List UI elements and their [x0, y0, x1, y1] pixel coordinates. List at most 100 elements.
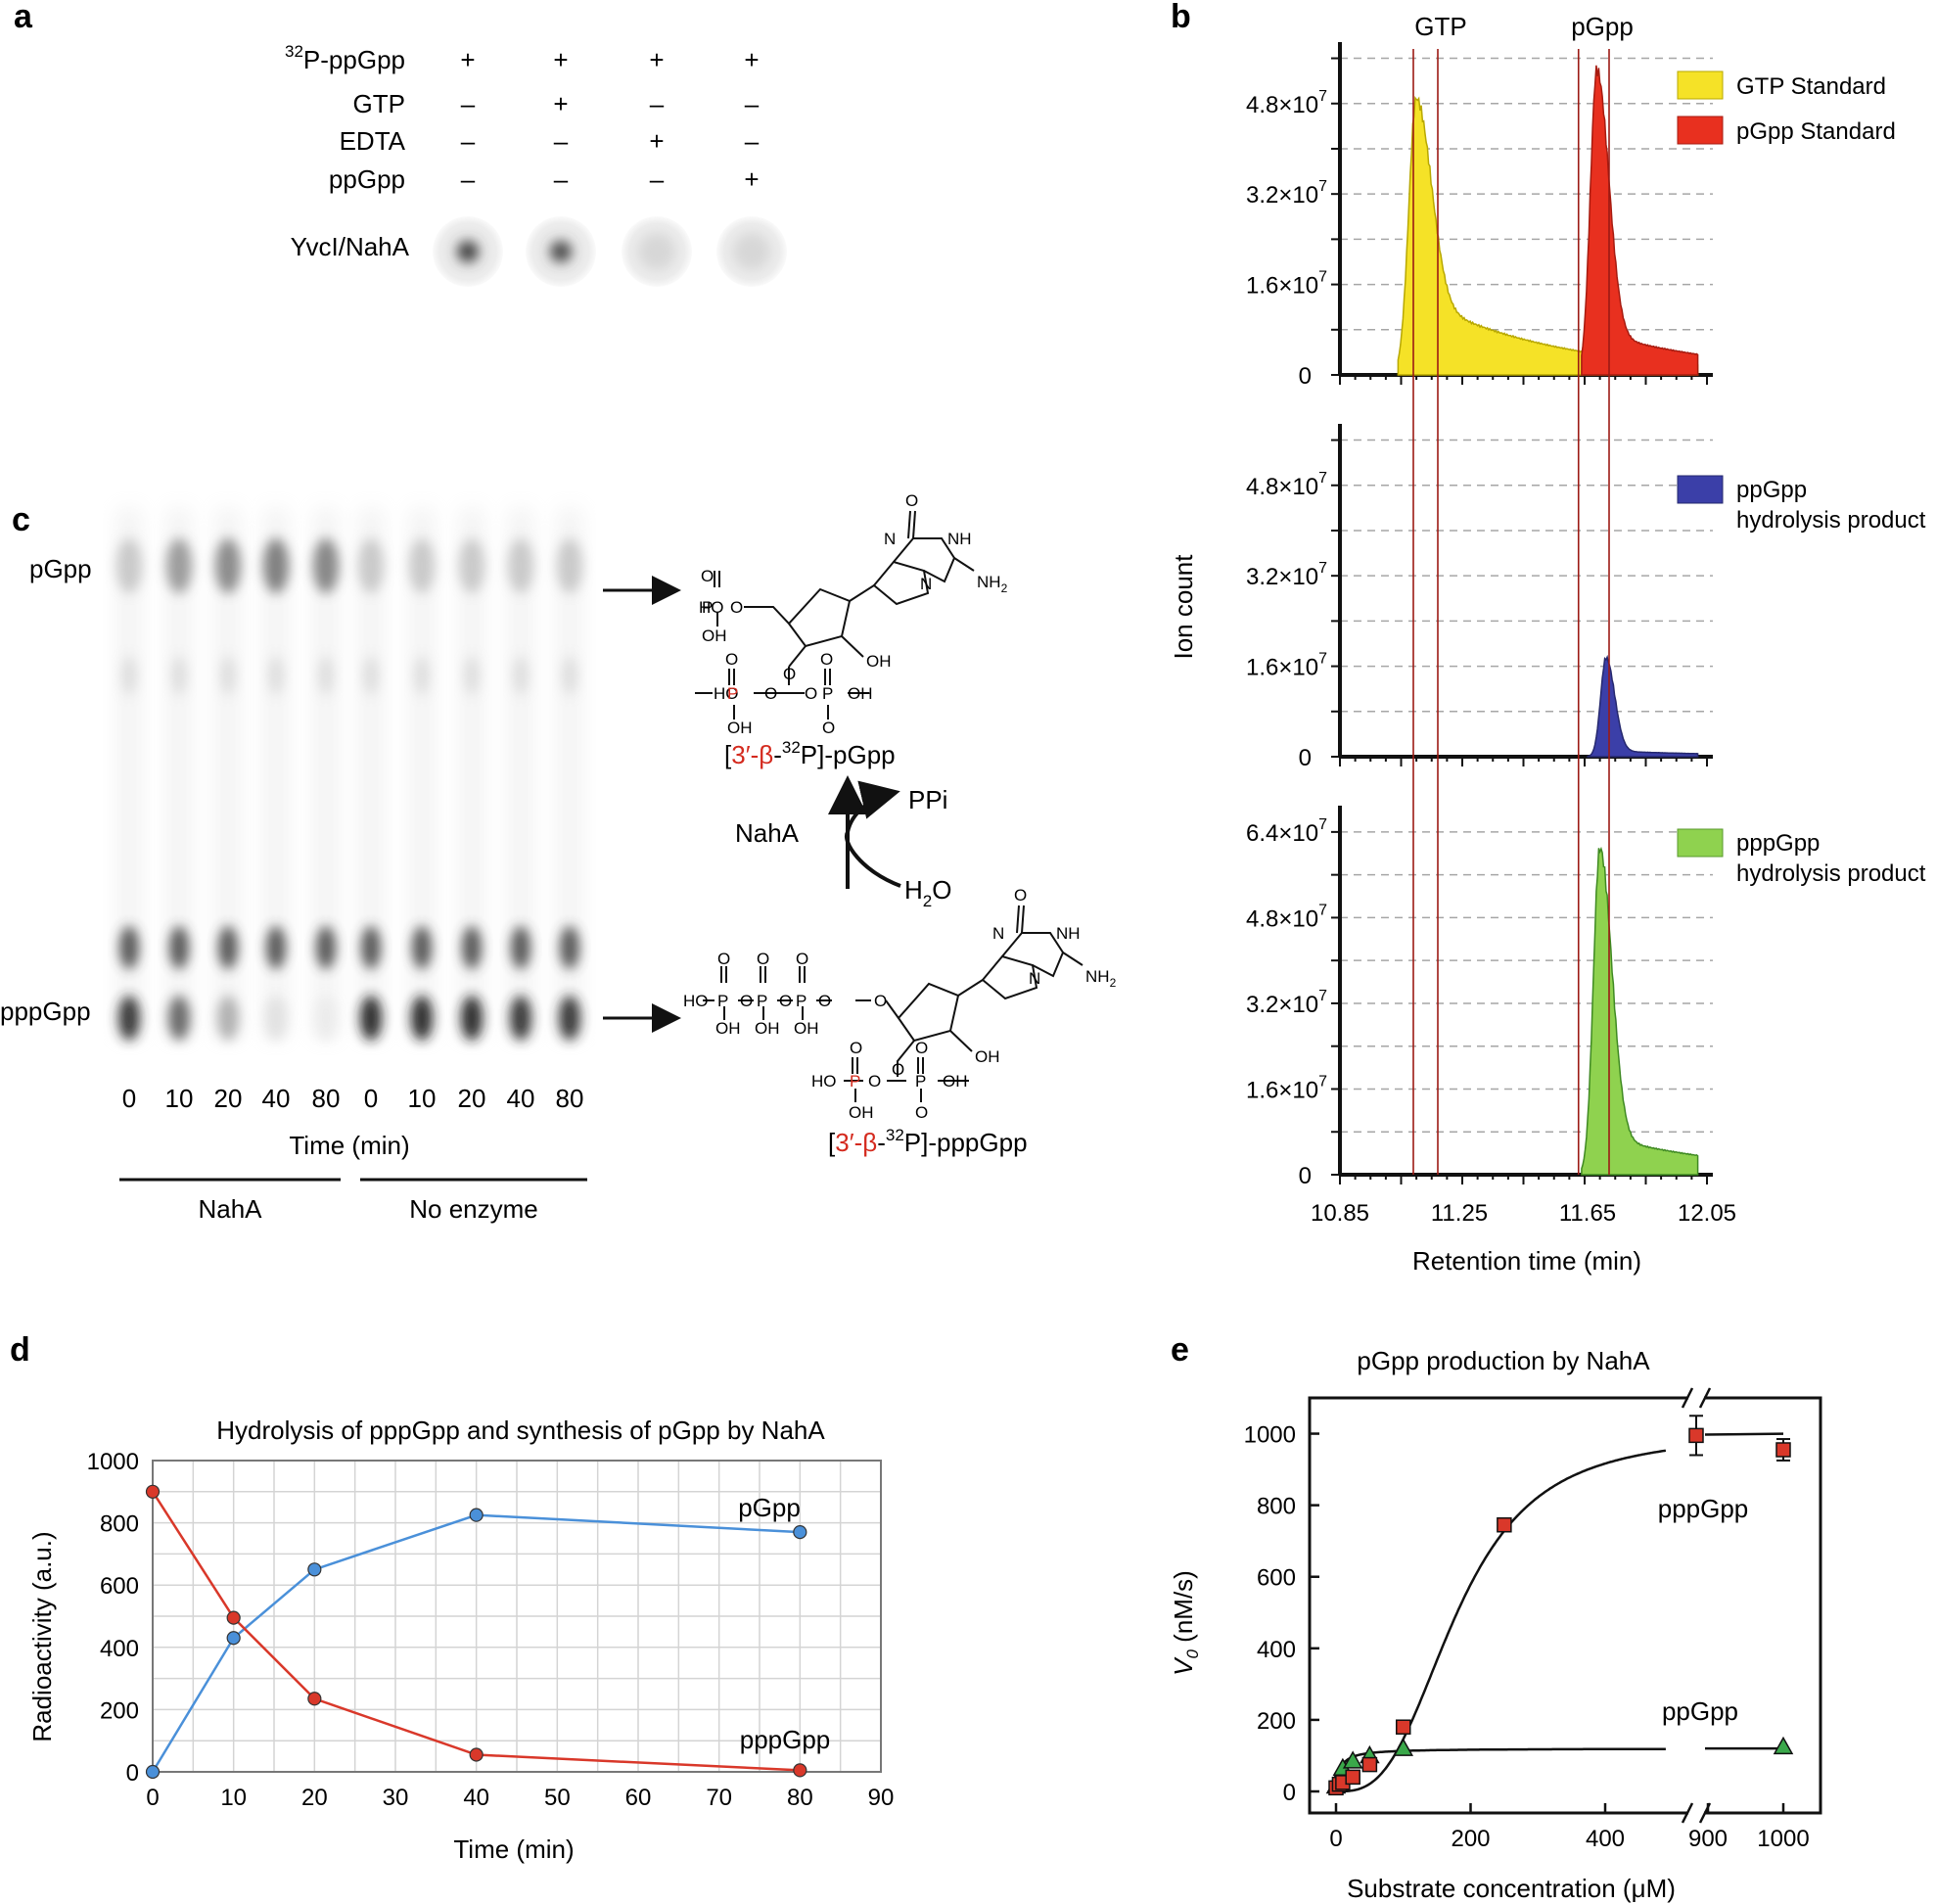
band-middle	[560, 926, 579, 969]
x-tick-label: 20	[301, 1785, 328, 1811]
legend-middle: ppGpp hydrolysis product	[1677, 475, 1926, 534]
x-tick-label: 200	[1451, 1826, 1490, 1852]
band-pppgpp	[168, 996, 190, 1041]
legend-pppgpp-2: hydrolysis product	[1736, 860, 1926, 887]
lane-streak	[121, 656, 137, 695]
band-middle	[412, 926, 432, 969]
data-point-pppGpp	[145, 1484, 161, 1499]
y-tick-mantissa: 4.8×10	[1246, 906, 1318, 932]
atom-nh: NH	[947, 530, 972, 548]
x-axis-label: Retention time (min)	[1412, 1246, 1641, 1276]
y-tick-label: 1.6×107	[1246, 269, 1327, 300]
axis-break-mark	[1681, 1387, 1694, 1409]
x-ticks: 10.85 11.25 11.65 12.05	[1311, 1200, 1736, 1227]
panel-e: e pGpp production by NahA V0 (nM/s) Subs…	[1169, 1331, 1822, 1903]
atom-o: O	[764, 684, 777, 703]
atom-o: O	[725, 650, 738, 669]
reaction-curved-arrow	[844, 780, 901, 888]
sign: –	[554, 164, 569, 194]
atom-oh: OH	[794, 1019, 819, 1038]
x-tick-label: 40	[463, 1785, 489, 1811]
atom-p: P	[915, 1072, 926, 1091]
y-tick-mantissa: 1.6×10	[1246, 655, 1318, 681]
peak-label-pgpp: pGpp	[1571, 12, 1634, 41]
y-tick-label: 0	[1283, 1780, 1296, 1806]
chart-e-xlabel: Substrate concentration (μM)	[1347, 1874, 1676, 1903]
y-tick-label: 600	[100, 1573, 139, 1600]
spot-signal	[639, 234, 674, 269]
row-label-ppgpp: ppGpp	[329, 164, 405, 194]
row-label-32p-ppgpp: 32P-ppGpp	[285, 42, 405, 74]
chart-e: 0 200 400 600 800 1000 0 200 400 900 1000	[1244, 1387, 1822, 1852]
legend-pgpp: pGpp Standard	[1736, 118, 1896, 145]
y-tick-label: 3.2×107	[1246, 560, 1327, 590]
y-tick-exponent: 7	[1318, 88, 1327, 105]
lane-time: 0	[122, 1084, 136, 1113]
data-point-ppgpp	[1393, 1738, 1414, 1756]
y-tick-label: 1.6×107	[1246, 1073, 1327, 1103]
peak-pppgpp-product	[1581, 846, 1699, 1176]
axis-break-mask	[1688, 1807, 1704, 1819]
data-point-pppGpp	[469, 1747, 484, 1762]
band-pgpp	[358, 538, 384, 593]
atom-ho: HO	[811, 1072, 837, 1091]
x-tick: 12.05	[1678, 1200, 1736, 1227]
lane-streak	[464, 656, 480, 695]
peak-gtp-standard	[1397, 96, 1699, 376]
sign: –	[650, 164, 665, 194]
band-pgpp	[313, 538, 339, 593]
band-middle	[361, 926, 381, 969]
lane-streak	[171, 656, 187, 695]
panel-label-d: d	[10, 1331, 30, 1369]
legend-bottom: pppGpp hydrolysis product	[1677, 828, 1926, 887]
data-point-pppGpp	[793, 1763, 807, 1778]
sign: +	[649, 45, 664, 74]
atom-o: O	[915, 1039, 928, 1057]
y-tick-mantissa: 1.6×10	[1246, 273, 1318, 300]
pgpp-structure	[695, 510, 975, 720]
data-point-pppgpp	[1775, 1442, 1791, 1458]
data-point-pGpp	[226, 1631, 241, 1646]
chart-d-series-label-pgpp: pGpp	[738, 1493, 801, 1522]
sign: –	[461, 89, 476, 118]
atom-o: O	[1014, 886, 1027, 905]
sign: +	[553, 45, 568, 74]
band-pgpp	[263, 538, 289, 593]
y-tick-label: 6.4×107	[1246, 816, 1327, 847]
lane-time: 20	[214, 1084, 243, 1113]
x-tick-label: 0	[146, 1785, 159, 1811]
y-tick-label: 800	[100, 1511, 139, 1538]
atom-o: O	[915, 1103, 928, 1122]
y-tick-label: 0	[1299, 1163, 1312, 1189]
product-name: [3′-β-32P]-pGpp	[724, 738, 896, 769]
atom-n: N	[920, 575, 932, 593]
chart-e-ylabel: V0 (nM/s)	[1169, 1570, 1202, 1676]
sign: –	[554, 126, 569, 156]
pppgpp-structure-labels: HO P O P O P O O O O O OH OH OH O N NH N…	[683, 886, 1117, 1122]
band-label-pppgpp: pppGpp	[0, 997, 91, 1026]
axis-break-mark	[1698, 1387, 1712, 1409]
x-tick-label: 0	[1329, 1826, 1342, 1852]
band-pgpp	[215, 538, 241, 593]
lane-time: 40	[262, 1084, 291, 1113]
atom-nh: NH	[1056, 924, 1081, 943]
y-tick-label: 200	[100, 1697, 139, 1724]
sign: +	[744, 45, 759, 74]
chart-d-series-label-pppgpp: pppGpp	[740, 1725, 831, 1754]
atom-o: O	[730, 598, 743, 617]
y-tick-label: 4.8×107	[1246, 88, 1327, 118]
x-tick: 11.65	[1559, 1200, 1616, 1227]
y-tick-exponent: 7	[1318, 470, 1327, 487]
plot-frame	[152, 1460, 882, 1773]
lane-time: 20	[458, 1084, 486, 1113]
atom-o: O	[796, 950, 808, 968]
atom-o: O	[779, 992, 792, 1010]
atom-o: O	[905, 491, 918, 510]
atom-oh: OH	[727, 719, 753, 737]
atom-n: N	[1029, 969, 1040, 988]
atom-nh2: NH2	[1085, 967, 1117, 990]
atom-o: O	[701, 567, 714, 585]
time-axis-label: Time (min)	[289, 1131, 409, 1160]
lane-signs: + + + + – + – – – – + – – – – +	[460, 45, 759, 194]
y-tick-label: 1000	[1244, 1422, 1296, 1449]
